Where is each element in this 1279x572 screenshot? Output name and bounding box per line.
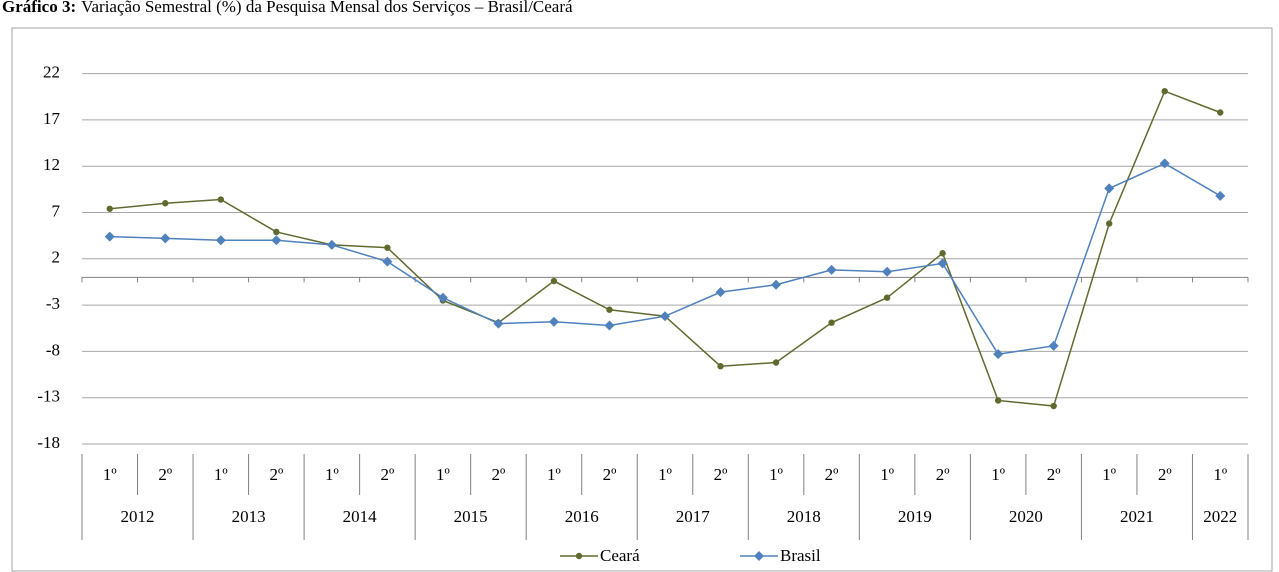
year-label: 2017 bbox=[676, 507, 711, 526]
data-point bbox=[994, 397, 1002, 404]
y-tick-label: -18 bbox=[37, 433, 60, 452]
data-point bbox=[717, 363, 724, 370]
data-point bbox=[326, 239, 337, 250]
data-point bbox=[106, 205, 113, 212]
data-point bbox=[271, 235, 282, 246]
data-point bbox=[604, 320, 615, 331]
x-tick-label: 2º bbox=[825, 465, 839, 484]
x-tick-label: 1º bbox=[214, 465, 228, 484]
year-label: 2019 bbox=[898, 507, 932, 526]
data-point bbox=[160, 233, 171, 244]
data-point bbox=[715, 287, 726, 298]
x-tick-label: 1º bbox=[436, 465, 450, 484]
x-tick-label: 2º bbox=[492, 465, 506, 484]
data-point bbox=[993, 349, 1004, 360]
legend-marker bbox=[575, 552, 583, 560]
x-tick-label: 2º bbox=[1158, 465, 1172, 484]
y-tick-label: -13 bbox=[37, 387, 60, 406]
x-tick-label: 1º bbox=[658, 465, 672, 484]
data-point bbox=[162, 200, 169, 207]
year-label: 2016 bbox=[565, 507, 599, 526]
data-point bbox=[437, 292, 448, 303]
year-label: 2021 bbox=[1120, 507, 1154, 526]
title-text: Variação Semestral (%) da Pesquisa Mensa… bbox=[81, 0, 573, 16]
y-tick-label: 22 bbox=[43, 63, 60, 82]
year-label: 2013 bbox=[232, 507, 266, 526]
year-label: 2018 bbox=[787, 507, 821, 526]
data-point bbox=[883, 294, 891, 301]
data-point bbox=[548, 316, 559, 327]
year-label: 2014 bbox=[343, 507, 378, 526]
data-point bbox=[215, 235, 226, 246]
y-tick-label: 17 bbox=[43, 109, 61, 128]
x-tick-label: 2º bbox=[158, 465, 172, 484]
data-point bbox=[772, 359, 780, 366]
data-point bbox=[1105, 220, 1113, 227]
data-point bbox=[273, 228, 280, 236]
data-point bbox=[382, 256, 393, 267]
y-tick-label: 7 bbox=[52, 201, 61, 220]
year-label: 2012 bbox=[121, 507, 155, 526]
x-tick-label: 2º bbox=[603, 465, 617, 484]
x-tick-label: 2º bbox=[714, 465, 728, 484]
legend-marker bbox=[754, 551, 764, 561]
year-label: 2015 bbox=[454, 507, 488, 526]
chart-frame bbox=[11, 27, 1273, 572]
data-point bbox=[1048, 340, 1059, 351]
x-tick-label: 1º bbox=[991, 465, 1005, 484]
data-point bbox=[939, 250, 946, 257]
data-point bbox=[217, 196, 225, 203]
x-tick-label: 2º bbox=[380, 465, 394, 484]
data-point bbox=[384, 244, 391, 251]
data-point bbox=[1215, 190, 1226, 201]
data-point bbox=[1159, 158, 1170, 169]
legend-label: Ceará bbox=[600, 546, 640, 565]
x-tick-label: 1º bbox=[1213, 465, 1227, 484]
data-point bbox=[493, 318, 504, 329]
x-tick-label: 2º bbox=[269, 465, 283, 484]
data-point bbox=[1217, 109, 1224, 116]
chart-title: Gráfico 3: Variação Semestral (%) da Pesq… bbox=[2, 0, 573, 16]
y-tick-label: -8 bbox=[46, 340, 60, 359]
data-point bbox=[1161, 87, 1168, 95]
x-tick-label: 1º bbox=[769, 465, 783, 484]
data-point bbox=[826, 264, 837, 275]
data-point bbox=[828, 319, 835, 326]
data-point bbox=[882, 266, 893, 277]
x-tick-label: 1º bbox=[1102, 465, 1116, 484]
y-tick-label: 12 bbox=[43, 155, 60, 174]
x-tick-label: 1º bbox=[547, 465, 561, 484]
data-point bbox=[660, 311, 670, 322]
x-tick-label: 2º bbox=[936, 465, 950, 484]
y-tick-label: 2 bbox=[52, 248, 61, 267]
data-point bbox=[606, 306, 613, 313]
data-point bbox=[1050, 402, 1057, 410]
data-point bbox=[937, 258, 948, 269]
x-tick-label: 1º bbox=[880, 465, 894, 484]
y-tick-label: -3 bbox=[46, 294, 60, 313]
legend-label: Brasil bbox=[780, 546, 821, 565]
data-point bbox=[771, 279, 782, 290]
x-tick-label: 1º bbox=[103, 465, 117, 484]
data-point bbox=[1104, 183, 1115, 194]
data-point bbox=[104, 231, 115, 242]
x-tick-label: 2º bbox=[1047, 465, 1061, 484]
title-label: Gráfico 3: bbox=[2, 0, 76, 16]
year-label: 2022 bbox=[1203, 507, 1237, 526]
data-point bbox=[550, 277, 558, 285]
x-tick-label: 1º bbox=[325, 465, 339, 484]
year-label: 2020 bbox=[1009, 507, 1043, 526]
